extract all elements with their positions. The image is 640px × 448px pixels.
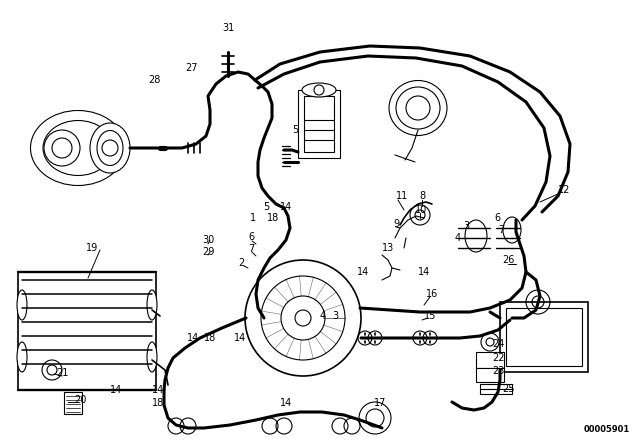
Text: 23: 23 [492,366,504,376]
Ellipse shape [396,87,440,129]
Text: 12: 12 [558,185,570,195]
Text: 26: 26 [502,255,515,265]
Text: 18: 18 [204,333,216,343]
Text: 14: 14 [280,202,292,212]
Text: 9: 9 [393,219,399,229]
Text: 6: 6 [248,232,254,242]
Text: 10: 10 [415,205,428,215]
Text: 14: 14 [187,333,199,343]
Text: 19: 19 [86,243,98,253]
Text: 2: 2 [238,258,244,268]
Ellipse shape [147,290,157,320]
Ellipse shape [17,342,27,372]
Text: 14: 14 [234,333,246,343]
Text: 14: 14 [152,385,164,395]
Text: 22: 22 [492,353,504,363]
Text: 5: 5 [292,125,298,135]
Ellipse shape [90,123,130,173]
Bar [64,392,82,414]
Text: 5: 5 [263,202,269,212]
Text: 14: 14 [280,398,292,408]
Ellipse shape [97,130,123,165]
Bar [298,90,340,158]
Text: 13: 13 [382,243,394,253]
Text: 4: 4 [320,311,326,321]
Text: 17: 17 [374,398,387,408]
Text: 16: 16 [426,289,438,299]
Text: 28: 28 [148,75,161,85]
Text: 6: 6 [494,213,500,223]
Bar [18,272,156,390]
Ellipse shape [389,81,447,135]
Ellipse shape [302,83,336,97]
Bar [476,352,504,368]
Bar [500,302,588,372]
Text: 18: 18 [267,213,279,223]
Text: 27: 27 [185,63,198,73]
Text: 7: 7 [498,225,504,235]
Text: 14: 14 [110,385,122,395]
Text: 3: 3 [332,311,338,321]
Ellipse shape [147,342,157,372]
Text: 11: 11 [396,191,408,201]
Text: 25: 25 [502,384,515,394]
Ellipse shape [43,121,113,176]
Ellipse shape [503,217,521,243]
Text: 18: 18 [152,398,164,408]
Text: 8: 8 [419,191,425,201]
Text: 7: 7 [248,244,254,254]
Bar [476,368,504,382]
Text: 15: 15 [424,311,436,321]
Ellipse shape [17,290,27,320]
Text: 14: 14 [357,267,369,277]
Ellipse shape [465,220,487,252]
Text: 20: 20 [74,395,86,405]
Text: 1: 1 [250,213,256,223]
Text: 3: 3 [463,221,469,231]
Ellipse shape [31,111,125,185]
Text: 29: 29 [202,247,214,257]
Text: 21: 21 [56,368,68,378]
Text: 14: 14 [418,267,430,277]
Bar [480,384,512,394]
Text: 00005901: 00005901 [584,426,630,435]
Text: 31: 31 [222,23,234,33]
Bar [506,308,582,366]
Text: 24: 24 [492,339,504,349]
Text: 30: 30 [202,235,214,245]
Text: 4: 4 [455,233,461,243]
Bar [304,96,334,152]
